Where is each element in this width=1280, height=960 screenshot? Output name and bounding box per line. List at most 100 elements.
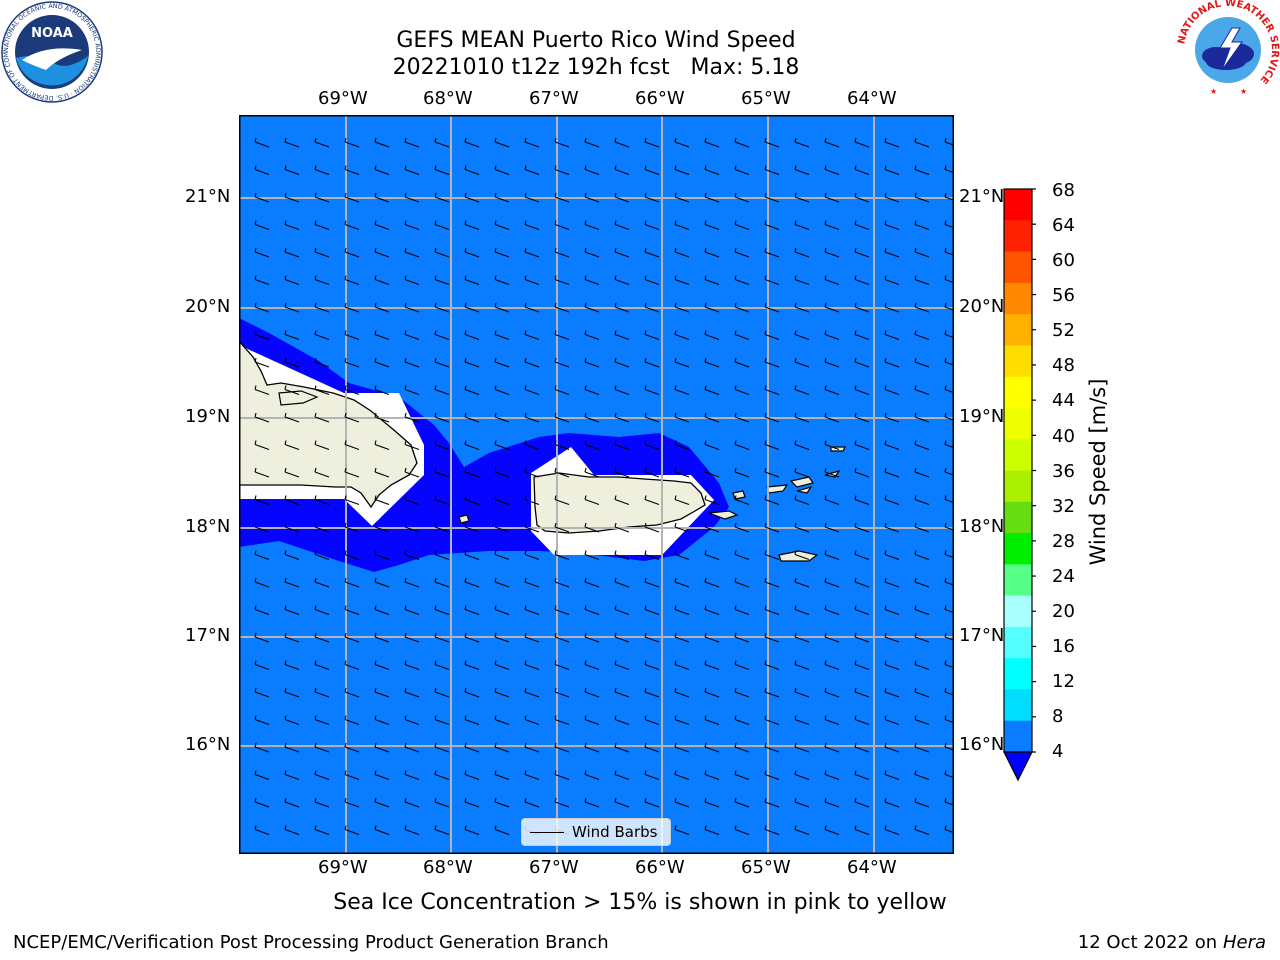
wind-barb [704, 687, 720, 698]
wind-barb [374, 357, 390, 368]
wind-barb [554, 605, 570, 616]
wind-barb [284, 495, 300, 506]
wind-barb [284, 632, 300, 643]
wind-barb [914, 165, 930, 176]
wind-barb [914, 137, 930, 148]
wind-barb [404, 715, 420, 726]
wind-barb [554, 247, 570, 258]
wind-barb [524, 412, 540, 423]
wind-barb [614, 330, 630, 341]
wind-barb [464, 302, 480, 313]
colorbar-tick-36: 36 [1052, 461, 1075, 482]
wind-barb [734, 192, 750, 203]
wind-barb [794, 412, 810, 423]
wind-barb [884, 330, 900, 341]
wind-barb [284, 302, 300, 313]
wind-barb [824, 632, 840, 643]
wind-barb [464, 440, 480, 451]
wind-barb [524, 275, 540, 286]
wind-barb [374, 275, 390, 286]
wind-barb [524, 192, 540, 203]
lon-label-top-4: 66°W [635, 88, 685, 109]
wind-barb [554, 220, 570, 231]
wind-barb [314, 357, 330, 368]
wind-barb [704, 577, 720, 588]
wind-barb [734, 275, 750, 286]
wind-barb [914, 687, 930, 698]
wind-barb [284, 192, 300, 203]
wind-barb [344, 137, 360, 148]
wind-barb [434, 220, 450, 231]
wind-barb [854, 165, 870, 176]
wind-barb [674, 825, 690, 836]
wind-barb [614, 137, 630, 148]
colorbar-segment [1004, 407, 1032, 440]
wind-barb [254, 495, 270, 506]
wind-barb [764, 687, 780, 698]
noaa-logo: NATIONAL OCEANIC AND ATMOSPHERIC ADMINIS… [0, 0, 103, 103]
wind-barb [884, 522, 900, 533]
wind-barb [734, 605, 750, 616]
wind-barb [944, 220, 954, 229]
wind-barb [404, 440, 420, 451]
wind-barb [374, 165, 390, 176]
wind-barb [374, 715, 390, 726]
wind-barb [344, 495, 360, 506]
wind-barb [854, 220, 870, 231]
wind-barb [854, 192, 870, 203]
wind-barb [524, 440, 540, 451]
wind-barb [884, 632, 900, 643]
wind-barb [764, 385, 780, 396]
wind-barb [704, 357, 720, 368]
legend-label: Wind Barbs [572, 823, 658, 841]
wind-barb [494, 495, 510, 506]
wind-barb [614, 220, 630, 231]
wind-barb [674, 660, 690, 671]
wind-barb [944, 165, 954, 174]
colorbar-segment [1004, 501, 1032, 534]
wind-barb [434, 632, 450, 643]
lon-label-top-5: 65°W [741, 88, 791, 109]
wind-barb [554, 330, 570, 341]
wind-barb [884, 742, 900, 753]
wind-barb [764, 357, 780, 368]
wind-barb [884, 577, 900, 588]
wind-barb [674, 687, 690, 698]
wind-barb [554, 632, 570, 643]
wind-barb [284, 770, 300, 781]
wind-barb [644, 770, 660, 781]
wind-barb [314, 440, 330, 451]
wind-barb [464, 522, 480, 533]
map-plot [239, 115, 954, 854]
wind-barb [434, 797, 450, 808]
wind-barb [374, 137, 390, 148]
wind-barb [764, 660, 780, 671]
wind-barb [734, 302, 750, 313]
wind-barb [674, 495, 690, 506]
wind-barb [884, 165, 900, 176]
wind-barb [794, 247, 810, 258]
wind-barb [944, 192, 954, 201]
wind-barb [284, 165, 300, 176]
wind-barb [914, 357, 930, 368]
wind-barb [284, 137, 300, 148]
wind-barb [884, 137, 900, 148]
wind-barb [764, 330, 780, 341]
lon-label-top-6: 64°W [847, 88, 897, 109]
wind-barb [434, 165, 450, 176]
wind-barb [344, 220, 360, 231]
wind-barb [614, 577, 630, 588]
wind-barb [314, 302, 330, 313]
wind-barb [704, 467, 720, 478]
wind-barb [794, 522, 810, 533]
wind-barb [374, 825, 390, 836]
lat-label-right-3: 19°N [959, 406, 1005, 427]
wind-barb [314, 495, 330, 506]
wind-barb [434, 275, 450, 286]
wind-barb [734, 385, 750, 396]
wind-barb [584, 412, 600, 423]
wind-barb [314, 770, 330, 781]
lat-label-left-3: 19°N [185, 406, 231, 427]
wind-barb [344, 385, 360, 396]
wind-barb [884, 302, 900, 313]
